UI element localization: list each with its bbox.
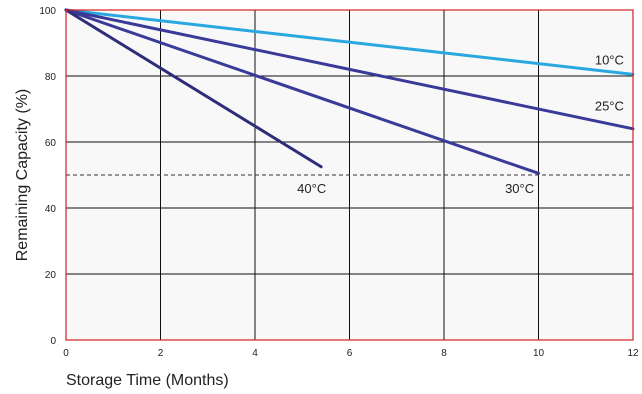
y-tick-label-3: 80 <box>45 72 57 83</box>
series-labels: 10°C 25°C 30°C 40°C <box>297 53 624 197</box>
y-tick-label-1: 40 <box>45 204 57 215</box>
x-tick-label-1: 4 <box>252 348 258 359</box>
x-tick-label-3: 8 <box>441 348 447 359</box>
x-tick-label-0: 2 <box>158 348 164 359</box>
x-tick-label-5: 12 <box>627 348 639 359</box>
series-lines <box>64 8 635 175</box>
y-tick-labels: 20 40 60 80 100 <box>39 6 56 281</box>
x-tick-label-2: 6 <box>347 348 353 359</box>
x-axis-title: Storage Time (Months) <box>66 372 229 389</box>
series-label-3: 40°C <box>297 181 326 196</box>
y-tick-label-4: 100 <box>39 6 56 17</box>
x-tick-labels: 2 4 6 8 10 12 <box>158 348 639 359</box>
series-line-2 <box>64 8 540 175</box>
series-line-3 <box>64 8 323 169</box>
series-label-1: 25°C <box>595 99 624 114</box>
x-tick-label-4: 10 <box>533 348 545 359</box>
series-label-0: 10°C <box>595 53 624 68</box>
y-axis-title: Remaining Capacity (%) <box>14 89 31 262</box>
series-line-1 <box>64 8 635 131</box>
y-tick-label-0: 20 <box>45 270 57 281</box>
series-label-2: 30°C <box>505 181 534 196</box>
y-origin-label: 0 <box>50 336 56 347</box>
plot-frame <box>65 9 634 341</box>
y-tick-label-2: 60 <box>45 138 57 149</box>
x-origin-label: 0 <box>63 348 69 359</box>
series-line-0 <box>64 8 635 76</box>
